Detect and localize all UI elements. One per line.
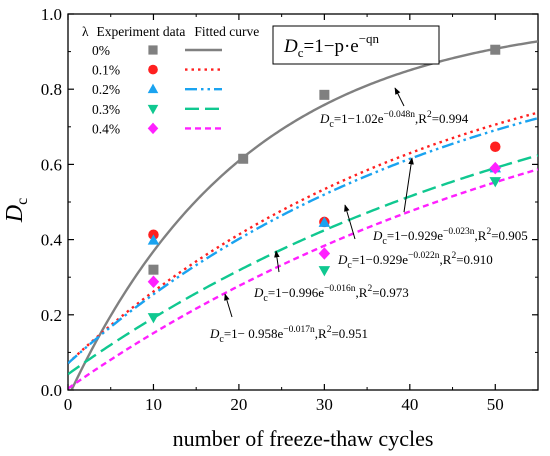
- curve-annotations: Dc=1−1.02e−0.048n,R2=0.994 Dc=1−0.929e−0.…: [209, 87, 528, 345]
- data-point-series-3: [489, 177, 502, 188]
- x-axis-label: number of freeze-thaw cycles: [173, 426, 434, 451]
- annotation-arrow-series-4: [274, 250, 280, 273]
- annotation-arrow-series-1: [403, 157, 414, 213]
- annotation-arrow-series-3: [224, 293, 233, 318]
- legend-label-series-2: 0.2%: [92, 82, 120, 97]
- annotation-arrow-series-0: [394, 87, 405, 107]
- axis-ticks: 0 10 20 30 40 50 0.0 0.2 0.4 0.6 0.8 1.0: [41, 5, 538, 414]
- legend-marker-series-2: [147, 83, 159, 94]
- data-markers: [147, 44, 502, 324]
- data-point-series-2: [147, 234, 160, 245]
- fit-curve-series-2: [68, 117, 538, 365]
- legend-marker-series-4: [147, 122, 159, 135]
- annotation-series-1: Dc=1−0.929e−0.023n,R2=0.905: [372, 227, 528, 247]
- annotation-series-3: Dc=1− 0.958e−0.017n,R2=0.951: [209, 325, 368, 345]
- data-point-series-0: [319, 89, 330, 100]
- annotation-series-0: Dc=1−1.02e−0.048n,R2=0.994: [319, 110, 469, 130]
- fit-curve-series-0: [70, 40, 538, 390]
- legend-marker-series-3: [147, 104, 159, 115]
- legend: λ Experiment data Fitted curve 0% 0.1% 0.2% 0.…: [82, 24, 259, 136]
- fit-curve-series-3: [68, 154, 538, 376]
- y-tick-label: 0.0: [41, 381, 62, 400]
- legend-header: λ Experiment data Fitted curve: [82, 24, 259, 39]
- y-tick-label: 0.4: [41, 231, 63, 250]
- legend-label-series-1: 0.1%: [92, 63, 120, 78]
- annotation-arrow-series-2: [344, 204, 356, 240]
- data-point-series-4: [147, 275, 160, 288]
- data-point-series-4: [489, 161, 502, 175]
- formula-box: Dc=1−p·e−qn: [272, 25, 440, 65]
- x-tick-label: 30: [316, 395, 333, 414]
- legend-label-series-4: 0.4%: [92, 121, 120, 136]
- x-tick-label: 20: [230, 395, 247, 414]
- formula-frame: [272, 25, 440, 65]
- annotation-series-4: Dc=1−0.996e−0.016n,R2=0.973: [253, 284, 409, 304]
- legend-marker-series-0: [148, 45, 158, 55]
- legend-label-series-3: 0.3%: [92, 102, 120, 117]
- data-point-series-3: [147, 313, 160, 324]
- fitted-curves: [68, 40, 538, 390]
- x-tick-label: 50: [487, 395, 504, 414]
- data-point-series-0: [490, 44, 501, 55]
- x-tick-label: 0: [64, 395, 73, 414]
- data-point-series-3: [318, 266, 331, 277]
- data-point-series-0: [148, 264, 159, 275]
- y-axis-label: Dc: [2, 198, 31, 223]
- annotation-series-2: Dc=1−0.929e−0.022n,R2=0.910: [337, 251, 493, 271]
- y-tick-label: 1.0: [41, 5, 62, 24]
- x-tick-label: 10: [145, 395, 162, 414]
- data-point-series-2: [318, 216, 331, 227]
- y-tick-label: 0.8: [41, 80, 62, 99]
- y-tick-label: 0.2: [41, 306, 62, 325]
- fit-curve-series-4: [68, 168, 538, 390]
- data-point-series-1: [490, 141, 501, 152]
- axis-labels: number of freeze-thaw cycles Dc: [2, 198, 433, 451]
- formula-text: Dc=1−p·e−qn: [283, 31, 380, 60]
- legend-marker-series-1: [148, 64, 158, 75]
- data-point-series-0: [238, 153, 249, 164]
- fit-curve-series-1: [68, 111, 538, 365]
- data-point-series-4: [318, 247, 331, 260]
- x-tick-label: 40: [401, 395, 418, 414]
- legend-label-series-0: 0%: [92, 43, 110, 58]
- y-tick-label: 0.6: [41, 155, 62, 174]
